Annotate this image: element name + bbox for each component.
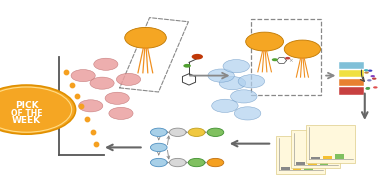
Circle shape (246, 32, 284, 51)
Circle shape (183, 64, 191, 68)
Bar (311, 157, 320, 159)
Bar (323, 156, 332, 159)
Point (93, 142, 99, 145)
Circle shape (285, 57, 290, 60)
Circle shape (71, 70, 95, 82)
Point (69, 84, 75, 87)
Circle shape (90, 77, 114, 89)
Bar (293, 168, 302, 170)
Circle shape (238, 75, 265, 88)
Circle shape (150, 143, 167, 152)
Circle shape (150, 128, 167, 136)
Circle shape (79, 100, 103, 112)
Circle shape (125, 27, 166, 48)
Circle shape (367, 79, 372, 81)
Circle shape (109, 107, 133, 119)
Circle shape (208, 69, 234, 82)
Point (90, 131, 96, 134)
Circle shape (373, 86, 378, 89)
Circle shape (207, 128, 224, 136)
Circle shape (364, 69, 369, 71)
Circle shape (212, 99, 238, 112)
Circle shape (207, 158, 224, 167)
Circle shape (94, 58, 118, 70)
Bar (319, 161, 328, 165)
Circle shape (223, 60, 249, 73)
Circle shape (188, 128, 205, 136)
Bar (306, 125, 355, 163)
Bar (335, 154, 344, 159)
Text: PICK: PICK (15, 101, 38, 110)
Circle shape (219, 77, 246, 90)
Circle shape (169, 128, 186, 136)
Circle shape (234, 107, 261, 120)
Circle shape (169, 158, 186, 167)
Bar (304, 166, 313, 170)
Bar (291, 130, 340, 168)
Point (78, 104, 84, 107)
Point (63, 70, 69, 73)
Bar (251, 19, 321, 95)
Text: OF THE: OF THE (11, 108, 42, 118)
Text: ×: × (289, 58, 293, 63)
Circle shape (105, 92, 129, 104)
Bar (276, 136, 325, 174)
Circle shape (372, 77, 376, 80)
Circle shape (370, 75, 375, 77)
Bar (339, 62, 364, 69)
Circle shape (231, 90, 257, 103)
Circle shape (272, 58, 278, 61)
Bar (296, 162, 305, 165)
Text: WEEK: WEEK (12, 116, 41, 125)
Circle shape (116, 73, 141, 85)
Point (74, 95, 81, 98)
Circle shape (150, 158, 167, 167)
Point (84, 118, 90, 121)
Bar (339, 70, 364, 77)
Circle shape (366, 88, 370, 90)
Circle shape (364, 71, 369, 74)
Circle shape (192, 54, 203, 60)
Bar (339, 87, 364, 94)
Circle shape (0, 85, 76, 134)
Circle shape (284, 40, 321, 58)
Bar (339, 79, 364, 86)
Circle shape (368, 70, 372, 72)
Circle shape (366, 87, 370, 89)
Bar (308, 161, 317, 165)
Bar (281, 167, 290, 170)
Circle shape (188, 158, 205, 167)
